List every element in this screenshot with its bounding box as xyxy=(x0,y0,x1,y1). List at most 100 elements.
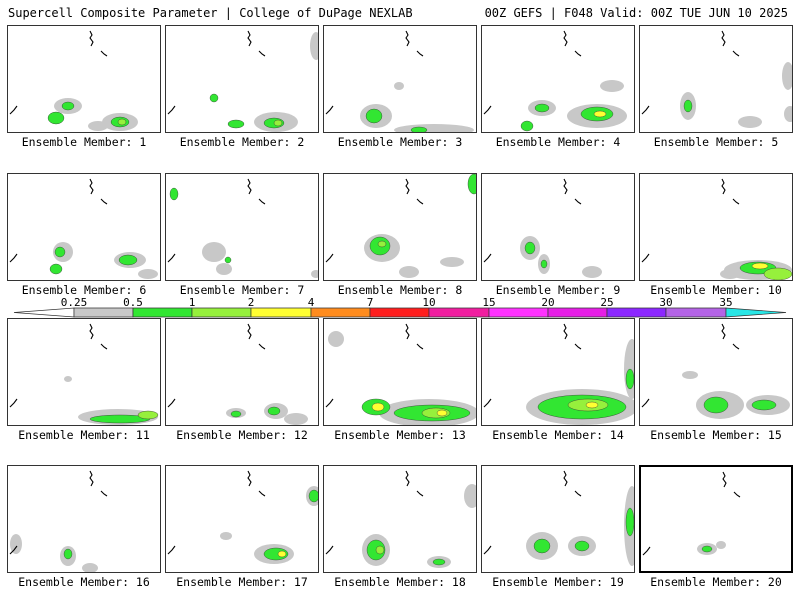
color-scale-tick-label: 7 xyxy=(367,296,374,309)
ensemble-member-label: Ensemble Member: 6 xyxy=(21,283,147,297)
scp-contour-area xyxy=(751,262,769,270)
scp-contour-area xyxy=(230,410,242,418)
scp-contour-area xyxy=(137,410,159,420)
ensemble-member-11-map[interactable] xyxy=(7,318,161,426)
scp-contour-area xyxy=(399,266,419,278)
scp-contour-area xyxy=(311,270,318,278)
ensemble-member-label: Ensemble Member: 12 xyxy=(176,428,308,442)
ensemble-member-15-map[interactable] xyxy=(639,318,793,426)
coastline-line xyxy=(405,178,410,195)
ensemble-member-12-map[interactable] xyxy=(165,318,319,426)
scp-field-9 xyxy=(483,178,602,278)
ensemble-member-18-map[interactable] xyxy=(323,465,477,573)
coastline-line xyxy=(416,198,424,205)
ensemble-member-9-map[interactable] xyxy=(481,173,635,281)
coastline-line xyxy=(100,343,108,350)
coastline-line xyxy=(258,50,266,57)
coastline-line xyxy=(641,398,650,408)
scp-contour-area xyxy=(682,371,698,379)
ensemble-member-3-map[interactable] xyxy=(323,25,477,133)
ensemble-member-label: Ensemble Member: 20 xyxy=(650,575,782,589)
scp-contour-area xyxy=(763,267,792,280)
ensemble-member-6-map[interactable] xyxy=(7,173,161,281)
scp-contour-area xyxy=(782,62,792,90)
coastline-line xyxy=(641,253,650,263)
coastline-line xyxy=(483,253,492,263)
coastline-line xyxy=(258,343,266,350)
ensemble-member-label: Ensemble Member: 14 xyxy=(492,428,624,442)
scp-field-6 xyxy=(9,178,158,279)
scp-contour-area xyxy=(585,401,599,409)
ensemble-member-5-map[interactable] xyxy=(639,25,793,133)
scp-field-14 xyxy=(483,323,634,425)
color-scale-segment xyxy=(191,307,252,318)
coastline-line xyxy=(325,398,334,408)
ensemble-member-7-map[interactable] xyxy=(165,173,319,281)
coastline-line xyxy=(563,323,568,340)
scp-field-2 xyxy=(167,30,318,132)
scp-contour-area xyxy=(574,540,590,552)
scp-field-4 xyxy=(483,30,627,132)
coastline-line xyxy=(721,30,726,47)
scp-field-7 xyxy=(167,178,318,278)
coastline-line xyxy=(483,545,492,555)
color-scale-tick-label: 4 xyxy=(308,296,315,309)
scp-contour-area xyxy=(582,266,602,278)
coastline-line xyxy=(247,178,252,195)
coastline-line xyxy=(732,198,740,205)
scp-field-12 xyxy=(167,323,308,425)
ensemble-member-label: Ensemble Member: 4 xyxy=(495,135,621,149)
scp-contour-area xyxy=(375,545,385,555)
scp-contour-area xyxy=(533,538,551,554)
ensemble-member-4-map[interactable] xyxy=(481,25,635,133)
ensemble-member-13-map[interactable] xyxy=(323,318,477,426)
scp-contour-area xyxy=(432,558,446,566)
scp-contour-area xyxy=(540,259,548,269)
ensemble-member-8-map[interactable] xyxy=(323,173,477,281)
coastline-line xyxy=(574,50,582,57)
ensemble-member-label: Ensemble Member: 16 xyxy=(18,575,150,589)
scp-field-13 xyxy=(325,323,476,425)
coastline-line xyxy=(167,398,176,408)
coastline-line xyxy=(9,105,18,115)
coastline-line xyxy=(167,105,176,115)
ensemble-member-19-map[interactable] xyxy=(481,465,635,573)
scp-field-3 xyxy=(325,30,474,132)
scp-contour-area xyxy=(284,413,308,425)
ensemble-member-2-map[interactable] xyxy=(165,25,319,133)
ensemble-member-10-map[interactable] xyxy=(639,173,793,281)
scp-field-15 xyxy=(641,323,790,419)
ensemble-member-label: Ensemble Member: 15 xyxy=(650,428,782,442)
color-scale-segment xyxy=(488,307,549,318)
coastline-line xyxy=(89,178,94,195)
scp-contour-area xyxy=(220,532,232,540)
scp-contour-area xyxy=(209,93,219,103)
scp-contour-area xyxy=(524,241,536,255)
coastline-line xyxy=(247,470,252,487)
coastline-line xyxy=(258,198,266,205)
scp-contour-area xyxy=(138,269,158,279)
scp-contour-area xyxy=(63,548,73,560)
coastline-line xyxy=(416,343,424,350)
ensemble-member-label: Ensemble Member: 18 xyxy=(334,575,466,589)
coastline-line xyxy=(642,546,651,556)
scp-contour-area xyxy=(227,119,245,129)
scp-contour-area xyxy=(117,118,127,126)
scp-field-11 xyxy=(9,323,159,425)
coastline-line xyxy=(574,198,582,205)
scp-contour-area xyxy=(277,550,287,558)
color-scale-segment xyxy=(665,307,727,318)
color-scale-segment xyxy=(428,307,490,318)
ensemble-member-label: Ensemble Member: 5 xyxy=(653,135,779,149)
scp-contour-area xyxy=(410,126,428,132)
ensemble-member-1-map[interactable] xyxy=(7,25,161,133)
ensemble-member-label: Ensemble Member: 17 xyxy=(176,575,308,589)
ensemble-member-17-map[interactable] xyxy=(165,465,319,573)
scp-contour-area xyxy=(394,124,474,132)
ensemble-member-14-map[interactable] xyxy=(481,318,635,426)
ensemble-member-20-map[interactable] xyxy=(639,465,793,573)
ensemble-member-16-map[interactable] xyxy=(7,465,161,573)
coastline-line xyxy=(563,470,568,487)
ensemble-member-label: Ensemble Member: 11 xyxy=(18,428,150,442)
coastline-line xyxy=(9,398,18,408)
